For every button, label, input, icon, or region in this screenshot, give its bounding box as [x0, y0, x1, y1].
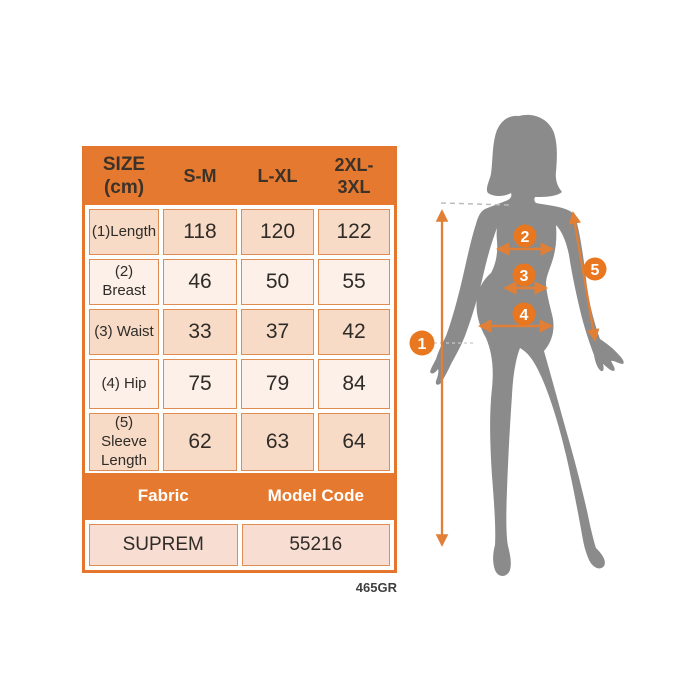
cell-sleeve-l-xl: 63 — [241, 413, 314, 472]
sleeve-arrow — [568, 211, 600, 342]
cell-breast-l-xl: 50 — [241, 259, 314, 305]
measurement-diagram: 1 2 3 4 5 — [409, 114, 624, 576]
col-header-size-cm: SIZE (cm) — [102, 154, 146, 198]
row-label-sleeve-length: (5) Sleeve Length — [89, 413, 159, 472]
cell-waist-l-xl: 37 — [241, 309, 314, 355]
fabric-model-header-row: Fabric Model Code — [85, 473, 394, 520]
cell-length-2xl-3xl: 122 — [318, 209, 390, 255]
measure-marker-4: 4 — [512, 302, 536, 326]
cell-waist-2xl-3xl: 42 — [318, 309, 390, 355]
measure-marker-1: 1 — [409, 330, 435, 356]
svg-text:5: 5 — [591, 262, 600, 279]
fabric-value: SUPREM — [89, 524, 238, 566]
shoulder-dashed-line — [440, 202, 510, 206]
table-row-sleeve-length: (5) Sleeve Length 62 63 64 — [89, 413, 390, 472]
fabric-model-value-row: SUPREM 55216 — [85, 520, 394, 570]
table-row-hip: (4) Hip 75 79 84 — [89, 359, 390, 409]
col-header-s-m: S-M — [183, 166, 217, 187]
cell-length-l-xl: 120 — [241, 209, 314, 255]
size-table-grid: SIZE (cm) S-M L-XL 2XL-3XL (1)Length 118… — [82, 146, 397, 573]
svg-text:4: 4 — [520, 307, 529, 324]
row-label-hip: (4) Hip — [89, 359, 159, 409]
col-header-2xl-3xl: 2XL-3XL — [334, 155, 374, 197]
cell-breast-2xl-3xl: 55 — [318, 259, 390, 305]
cell-length-s-m: 118 — [163, 209, 237, 255]
size-table: SIZE (cm) S-M L-XL 2XL-3XL (1)Length 118… — [82, 146, 397, 595]
size-table-body: (1)Length 118 120 122 (2) Breast 46 50 5… — [85, 205, 394, 473]
model-code-header: Model Code — [267, 486, 364, 506]
table-row-length: (1)Length 118 120 122 — [89, 209, 390, 255]
svg-text:1: 1 — [418, 336, 427, 353]
col-header-l-xl: L-XL — [257, 166, 298, 187]
measure-marker-2: 2 — [513, 224, 537, 248]
cell-waist-s-m: 33 — [163, 309, 237, 355]
row-label-breast: (2) Breast — [89, 259, 159, 305]
row-label-waist: (3) Waist — [89, 309, 159, 355]
svg-text:2: 2 — [521, 229, 530, 246]
size-table-header-row: SIZE (cm) S-M L-XL 2XL-3XL — [85, 149, 394, 205]
table-row-breast: (2) Breast 46 50 55 — [89, 259, 390, 305]
cell-sleeve-2xl-3xl: 64 — [318, 413, 390, 472]
fabric-header: Fabric — [137, 486, 189, 506]
weight-note: 465GR — [355, 580, 397, 595]
model-code-value: 55216 — [241, 524, 390, 566]
cell-hip-s-m: 75 — [163, 359, 237, 409]
svg-text:3: 3 — [520, 268, 529, 285]
table-row-waist: (3) Waist 33 37 42 — [89, 309, 390, 355]
cell-breast-s-m: 46 — [163, 259, 237, 305]
cell-hip-l-xl: 79 — [241, 359, 314, 409]
row-label-length: (1)Length — [89, 209, 159, 255]
body-silhouette — [430, 114, 624, 576]
measure-marker-5: 5 — [583, 257, 607, 281]
cell-sleeve-s-m: 62 — [163, 413, 237, 472]
cell-hip-2xl-3xl: 84 — [318, 359, 390, 409]
measure-marker-3: 3 — [512, 263, 536, 287]
